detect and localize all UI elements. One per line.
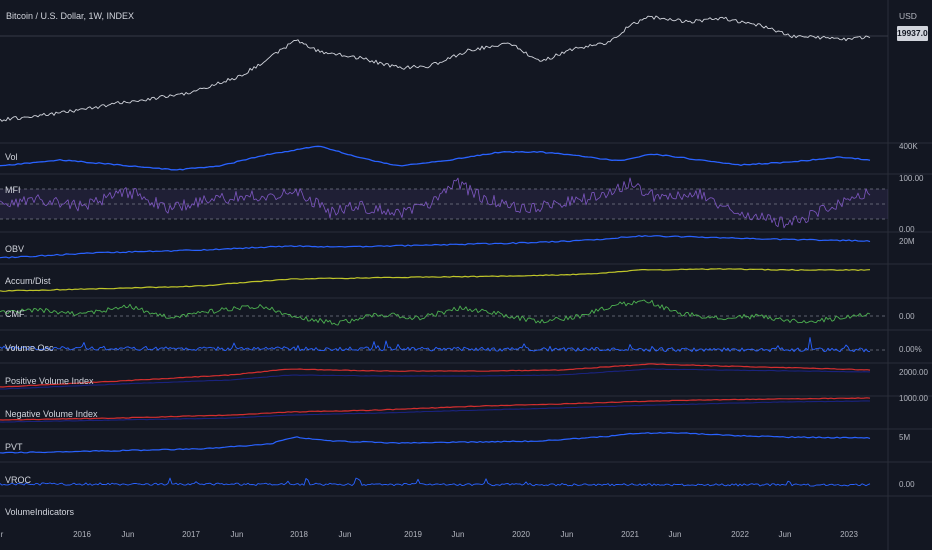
- pane-label-cmf: CMF: [5, 309, 25, 319]
- mfi-line: [0, 177, 871, 229]
- x-tick-jun-2022: Jun: [778, 530, 792, 539]
- cmf-line: [0, 299, 871, 326]
- scale-label-mfi-bottom: 0.00: [899, 225, 915, 234]
- vol-line: [0, 145, 871, 171]
- x-tick-left-edge: r: [0, 530, 4, 539]
- volume-osc-line: [0, 337, 871, 353]
- x-tick-2017: 2017: [182, 530, 200, 539]
- pane-label-volumeindicators: VolumeIndicators: [5, 507, 75, 517]
- scale-label-pvi: 2000.00: [899, 368, 928, 377]
- nvi-signal-line: [0, 400, 871, 423]
- x-tick-2020: 2020: [512, 530, 530, 539]
- obv-line: [0, 235, 871, 259]
- pane-label-nvi: Negative Volume Index: [5, 409, 98, 419]
- price-line: [0, 15, 871, 122]
- pane-label-pvt: PVT: [5, 442, 23, 452]
- nvi-line: [0, 397, 871, 421]
- pane-label-volume-osc: Volume Osc: [5, 343, 54, 353]
- x-tick-jun-2017: Jun: [230, 530, 244, 539]
- pane-label-obv: OBV: [5, 244, 25, 254]
- vroc-line: [0, 477, 871, 487]
- x-tick-jun-2018: Jun: [338, 530, 352, 539]
- x-tick-jun-2021: Jun: [668, 530, 682, 539]
- pane-label-accum-dist: Accum/Dist: [5, 276, 51, 286]
- x-tick-2023: 2023: [840, 530, 858, 539]
- scale-label-vol: 400K: [899, 142, 918, 151]
- x-tick-jun-2016: Jun: [121, 530, 135, 539]
- scale-label-nvi: 1000.00: [899, 394, 928, 403]
- scale-label-pvt: 5M: [899, 433, 911, 442]
- chart-title: Bitcoin / U.S. Dollar, 1W, INDEX: [6, 11, 135, 21]
- scale-label-cmf: 0.00: [899, 312, 915, 321]
- x-tick-2022: 2022: [731, 530, 749, 539]
- x-tick-2021: 2021: [621, 530, 639, 539]
- scale-label-obv: 20M: [899, 237, 915, 246]
- last-price-tag: 19937.06: [897, 26, 932, 41]
- x-tick-2019: 2019: [404, 530, 422, 539]
- pane-label-vol: Vol: [5, 152, 18, 162]
- accum-dist-line: [0, 268, 871, 292]
- x-tick-jun-2020: Jun: [560, 530, 574, 539]
- scale-label-vroc: 0.00: [899, 480, 915, 489]
- x-tick-jun-2019: Jun: [451, 530, 465, 539]
- pvi-signal-line: [0, 368, 871, 390]
- currency-label: USD: [899, 11, 917, 21]
- x-tick-2016: 2016: [73, 530, 91, 539]
- scale-label-mfi-top: 100.00: [899, 174, 924, 183]
- pvt-line: [0, 432, 871, 454]
- scale-label-volume-osc: 0.00%: [899, 345, 922, 354]
- pvi-line: [0, 363, 871, 388]
- pane-label-pvi: Positive Volume Index: [5, 376, 94, 386]
- pane-label-vroc: VROC: [5, 475, 32, 485]
- x-tick-2018: 2018: [290, 530, 308, 539]
- pane-label-mfi: MFI: [5, 185, 21, 195]
